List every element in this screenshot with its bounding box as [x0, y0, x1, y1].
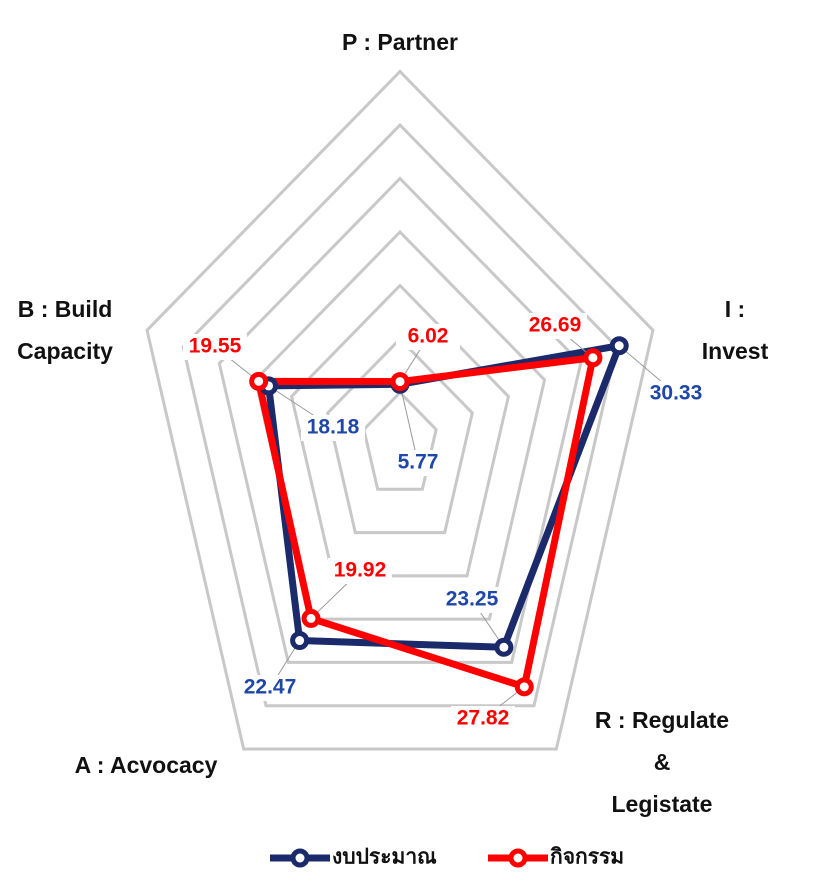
legend-label: งบประมาณ	[332, 846, 437, 869]
grid-ring	[289, 283, 511, 578]
legend-label: กิจกรรม	[550, 846, 624, 869]
legend-marker	[508, 848, 528, 868]
axis-label: I : Invest	[701, 296, 769, 364]
label-bg	[328, 558, 392, 584]
grid-ring	[145, 69, 655, 751]
series-line	[255, 354, 597, 691]
axis-label: P : Partner	[342, 29, 458, 55]
value-label: 22.47	[244, 676, 297, 699]
value-label: 5.77	[398, 451, 439, 474]
point	[301, 608, 321, 628]
value-label: 19.92	[334, 559, 387, 582]
grid-ring	[253, 229, 547, 621]
label-bg	[451, 706, 515, 732]
value-label: 27.82	[457, 707, 510, 730]
point	[609, 336, 629, 356]
label-bg	[396, 324, 460, 350]
axis-label: B : Build Capacity	[17, 296, 113, 364]
value-label: 26.69	[529, 314, 582, 337]
point	[249, 371, 269, 391]
value-label: 30.33	[650, 382, 703, 405]
point	[290, 631, 310, 651]
label-bg	[440, 587, 504, 613]
grid-ring	[181, 122, 619, 708]
point	[514, 677, 534, 697]
label-bg	[183, 334, 247, 360]
value-label: 19.55	[189, 335, 242, 358]
legend-marker	[290, 848, 310, 868]
leader-line	[399, 384, 419, 464]
point	[494, 637, 514, 657]
value-label: 18.18	[307, 416, 360, 439]
axis-label: R : Regulate & Legistate	[594, 707, 730, 817]
label-bg	[386, 450, 450, 476]
label-bg	[301, 415, 365, 441]
label-bg	[644, 381, 708, 407]
axis-label: A : Acvocacy	[74, 752, 218, 778]
point	[390, 372, 410, 392]
value-label: 6.02	[408, 325, 449, 348]
label-bg	[238, 675, 302, 701]
point	[583, 348, 603, 368]
grid-ring	[362, 390, 438, 491]
grid-ring	[326, 336, 474, 535]
label-bg	[523, 313, 587, 339]
value-label: 23.25	[446, 588, 499, 611]
